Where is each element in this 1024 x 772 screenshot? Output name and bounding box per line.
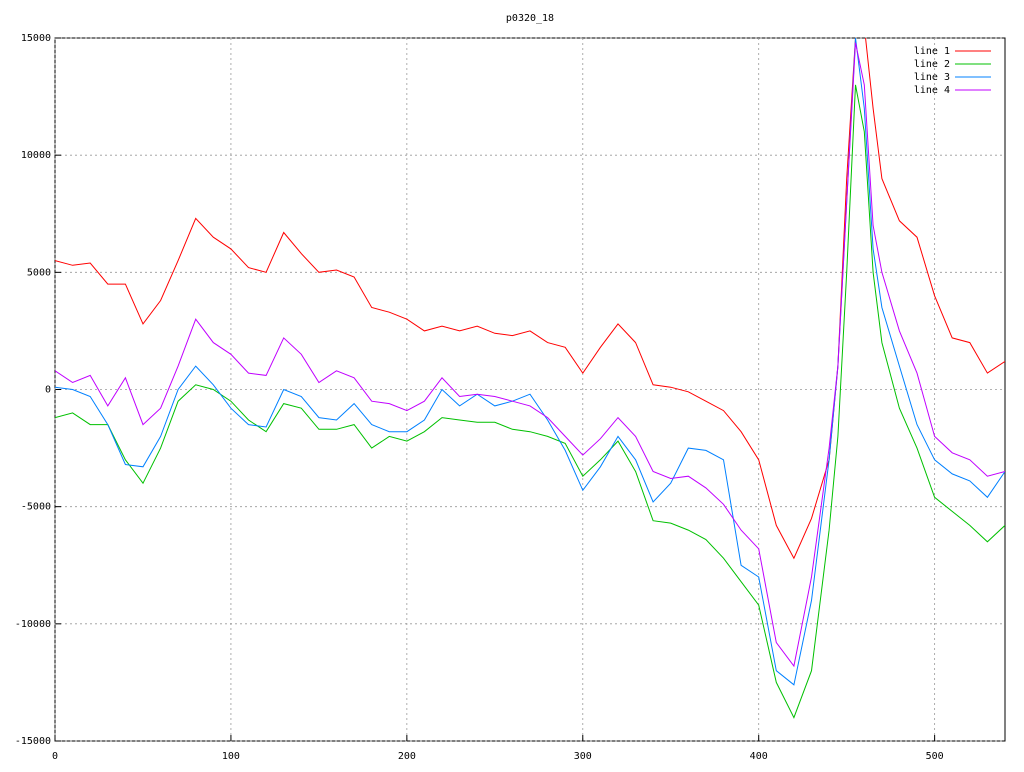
y-tick-label: -5000 [21,502,51,513]
x-tick-label: 500 [926,751,944,762]
y-tick-label: 0 [45,385,51,396]
data-line [55,38,1005,560]
x-tick-label: 200 [398,751,416,762]
legend-label: line 4 [914,85,950,96]
y-tick-label: 15000 [21,33,51,44]
chart-title: p0320_18 [506,13,554,24]
y-tick-label: -15000 [15,736,51,747]
data-line [55,38,1005,686]
data-line [55,84,1005,719]
plot-area [55,38,1005,719]
x-tick-label: 100 [222,751,240,762]
data-line [55,42,1005,668]
y-tick-label: 10000 [21,150,51,161]
x-tick-label: 0 [52,751,58,762]
legend-label: line 2 [914,59,950,70]
legend-label: line 1 [914,46,950,57]
y-tick-label: 5000 [27,267,51,278]
x-tick-label: 400 [750,751,768,762]
legend-label: line 3 [914,72,950,83]
y-tick-label: -10000 [15,619,51,630]
x-tick-label: 300 [574,751,592,762]
